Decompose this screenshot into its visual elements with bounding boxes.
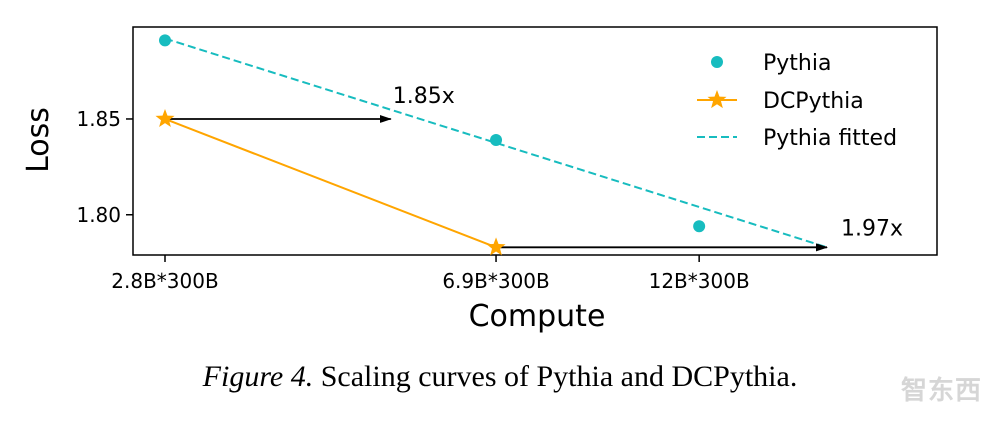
caption-text: Scaling curves of Pythia and DCPythia. <box>320 360 798 393</box>
legend-pythia-fitted-label: Pythia fitted <box>763 126 897 151</box>
y-tick-label: 1.85 <box>76 107 121 131</box>
x-axis-title: Compute <box>469 299 606 334</box>
x-tick-label: 2.8B*300B <box>111 269 218 293</box>
x-tick-label: 6.9B*300B <box>442 269 549 293</box>
pythia-point <box>159 34 171 47</box>
pythia-point <box>490 134 503 147</box>
y-tick-label: 1.80 <box>76 203 121 227</box>
legend-dcpythia-marker <box>707 90 727 109</box>
dcpythia-star-point <box>155 108 175 128</box>
legend-pythia-marker <box>711 56 723 68</box>
series-dcpythia-line <box>164 118 497 249</box>
annotation-label-1-97x: 1.97x <box>841 216 903 241</box>
scaling-chart: 2.8B*300B 6.9B*300B 12B*300B 1.80 1.85 1.85x 1… <box>21 26 938 334</box>
legend-pythia-label: Pythia <box>763 51 831 76</box>
y-axis-title: Loss <box>21 107 56 173</box>
plot-frame <box>132 26 938 256</box>
figure-caption: Figure 4. Scaling curves of Pythia and D… <box>0 360 1000 394</box>
pythia-point <box>693 220 706 233</box>
legend-dcpythia-label: DCPythia <box>763 89 864 114</box>
caption-figure-label: Figure 4. <box>202 360 314 393</box>
series-pythia-fitted-line <box>164 37 828 249</box>
annotation-label-1-85x: 1.85x <box>393 84 455 109</box>
watermark-logo: 智东西 <box>900 376 982 406</box>
dcpythia-star-point <box>486 237 506 256</box>
x-tick-label: 12B*300B <box>649 269 750 293</box>
